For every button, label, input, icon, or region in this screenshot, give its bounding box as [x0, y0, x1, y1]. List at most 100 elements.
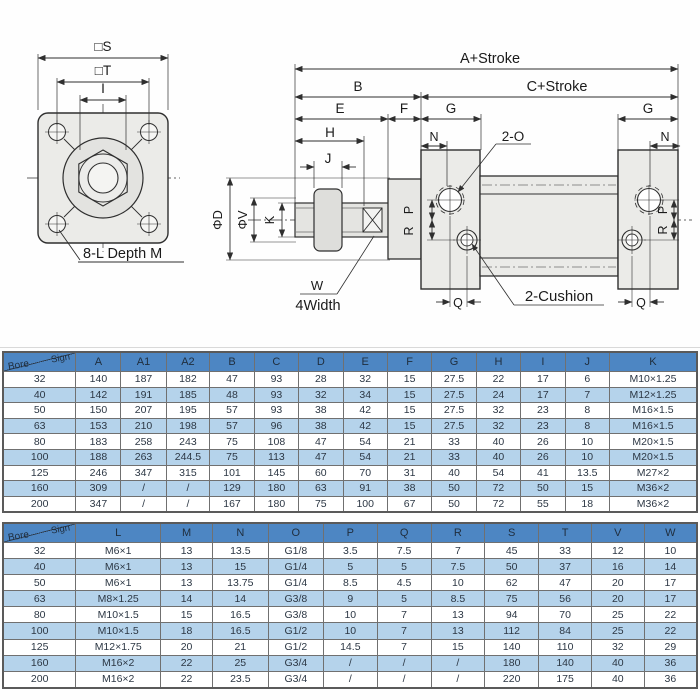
value-cell: 23: [520, 402, 566, 419]
column-header-e: E: [342, 351, 388, 372]
value-cell: 12: [590, 541, 645, 560]
bore-cell: 32: [2, 541, 77, 560]
value-cell: 27.5: [431, 417, 477, 435]
value-cell: 140: [538, 654, 592, 672]
value-cell: 7.5: [376, 541, 432, 560]
corner-bore-label: Bore: [7, 529, 30, 543]
value-cell: 21: [212, 638, 269, 656]
value-cell: G1/2: [267, 638, 325, 656]
bore-cell: 100: [2, 448, 77, 466]
value-cell: 32: [590, 638, 645, 656]
value-cell: 50: [431, 480, 477, 497]
value-cell: 56: [538, 590, 592, 608]
dim-i-label: I: [101, 81, 105, 96]
value-cell: M6×1: [75, 558, 162, 576]
value-cell: 26: [520, 433, 566, 450]
value-cell: 60: [298, 464, 344, 482]
value-cell: 28: [298, 371, 344, 388]
front-view: [27, 54, 184, 263]
corner-cell-table2: Sign Bore: [2, 522, 77, 543]
value-cell: 38: [298, 402, 344, 419]
value-cell: 15: [212, 558, 269, 576]
value-cell: 110: [538, 638, 592, 656]
dim-a-stroke-label: A+Stroke: [460, 51, 520, 67]
value-cell: 17: [520, 371, 566, 388]
column-header-g: G: [431, 351, 477, 372]
value-cell: 50: [520, 480, 566, 497]
value-cell: 63: [298, 480, 344, 497]
value-cell: 29: [643, 638, 698, 656]
value-cell: 45: [484, 541, 540, 560]
value-cell: M6×1: [75, 541, 162, 560]
value-cell: 243: [165, 433, 211, 450]
dim-f-label: F: [400, 101, 408, 116]
cushion-label: 2-Cushion: [525, 288, 593, 305]
value-cell: 75: [209, 448, 255, 466]
value-cell: 182: [165, 371, 211, 388]
value-cell: 175: [538, 670, 592, 689]
column-header-r: R: [430, 522, 486, 543]
bore-cell: 63: [2, 417, 77, 435]
value-cell: 47: [298, 448, 344, 466]
value-cell: 84: [538, 622, 592, 640]
value-cell: 8.5: [323, 574, 378, 592]
value-cell: 22: [643, 622, 698, 640]
value-cell: M16×1.5: [608, 417, 698, 435]
value-cell: 188: [75, 448, 122, 466]
column-header-n: N: [212, 522, 269, 543]
value-cell: 153: [75, 417, 122, 435]
table-row-bore-100: 100 M10×1.5 18 16.5 G1/2 10 7 13 112 84 25 22: [2, 622, 698, 640]
value-cell: 93: [253, 386, 300, 404]
value-cell: 20: [590, 574, 645, 592]
column-header-m: M: [160, 522, 214, 543]
column-header-a: A: [75, 351, 122, 372]
value-cell: 41: [520, 464, 566, 482]
value-cell: 23.5: [212, 670, 269, 689]
value-cell: 32: [342, 371, 388, 388]
value-cell: 25: [590, 606, 645, 624]
dim-n-right-label: N: [660, 130, 669, 144]
value-cell: /: [430, 670, 486, 689]
value-cell: 22: [475, 371, 522, 388]
value-cell: 40: [431, 464, 477, 482]
column-header-a1: A1: [120, 351, 167, 372]
bore-cell: 125: [2, 464, 77, 482]
value-cell: 187: [120, 371, 167, 388]
table-row-bore-32: 32 M6×1 13 13.5 G1/8 3.5 7.5 7 45 33 12 10: [2, 541, 698, 560]
dim-r-right-label: R: [656, 225, 670, 234]
diagonal-divider: [4, 524, 75, 542]
dim-t-label: □T: [95, 63, 111, 78]
value-cell: G3/8: [267, 606, 325, 624]
value-cell: 32: [298, 386, 344, 404]
value-cell: 15: [430, 638, 486, 656]
dim-g-right-label: G: [643, 101, 654, 116]
corner-bore-label: Bore: [7, 358, 30, 372]
value-cell: 9: [323, 590, 378, 608]
value-cell: 38: [298, 417, 344, 435]
rod-flat-w-label: W: [311, 278, 324, 293]
cushion-screw-rear: [618, 226, 646, 254]
value-cell: 167: [209, 495, 255, 513]
value-cell: 33: [431, 433, 477, 450]
value-cell: 62: [484, 574, 540, 592]
dimension-table-1: Sign Bore A A1 A2 B C D E F G H I J K 32 140 187 182 47 93 28…: [2, 351, 698, 514]
value-cell: 140: [75, 371, 122, 388]
value-cell: M8×1.25: [75, 590, 162, 608]
dim-n-left-label: N: [429, 130, 438, 144]
value-cell: M36×2: [608, 495, 698, 513]
table-row-bore-80: 80 183 258 243 75 108 47 54 21 33 40 26 10 M20×1.5: [2, 433, 698, 450]
value-cell: 25: [212, 654, 269, 672]
column-header-c: C: [253, 351, 300, 372]
value-cell: 22: [643, 606, 698, 624]
table-row-bore-50: 50 M6×1 13 13.75 G1/4 8.5 4.5 10 62 47 20 17: [2, 574, 698, 592]
value-cell: 13: [160, 541, 214, 560]
dim-r-left-label: R: [402, 226, 416, 235]
dim-d-label: ΦD: [210, 210, 225, 230]
dim-p-right-label: P: [656, 206, 670, 214]
value-cell: 8: [564, 402, 610, 419]
value-cell: 198: [165, 417, 211, 435]
value-cell: 93: [253, 371, 300, 388]
column-header-j: J: [564, 351, 610, 372]
value-cell: 16: [590, 558, 645, 576]
